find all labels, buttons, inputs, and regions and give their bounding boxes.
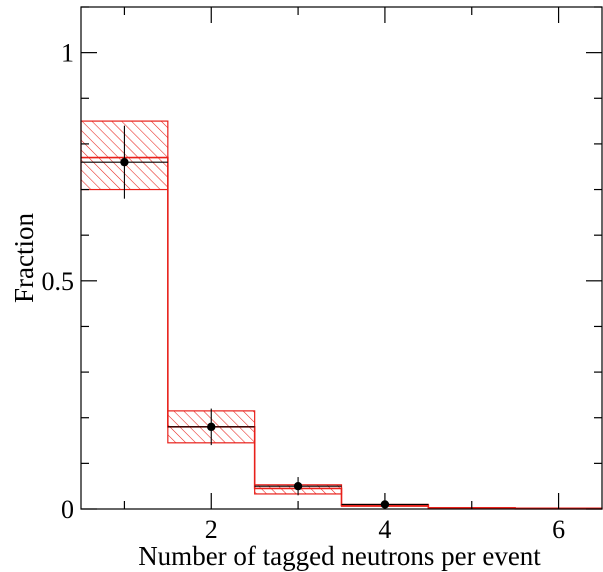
data-point-3 (254, 477, 342, 496)
x-axis-label: Number of tagged neutrons per event (138, 541, 541, 571)
plot-frame (80, 6, 603, 510)
uncertainty-bands (80, 120, 603, 510)
data-marker (120, 157, 129, 167)
histogram-line (81, 156, 602, 510)
y-tick-label: 1 (61, 39, 74, 68)
y-axis-label: Fraction (9, 213, 39, 303)
x-tick-label: 6 (552, 515, 565, 544)
y-tick-label: 0.5 (42, 267, 75, 296)
data-point-2 (167, 408, 255, 446)
y-tick-label: 0 (61, 495, 74, 524)
histogram-series (81, 156, 602, 510)
data-marker (293, 481, 303, 491)
data-point-1 (81, 125, 168, 199)
x-tick-label: 4 (378, 515, 391, 544)
x-tick-label: 2 (205, 515, 218, 544)
data-points-series (81, 125, 429, 509)
axis-ticks: 2 4 6 0 0.5 1 (42, 6, 602, 544)
data-marker (207, 422, 216, 432)
